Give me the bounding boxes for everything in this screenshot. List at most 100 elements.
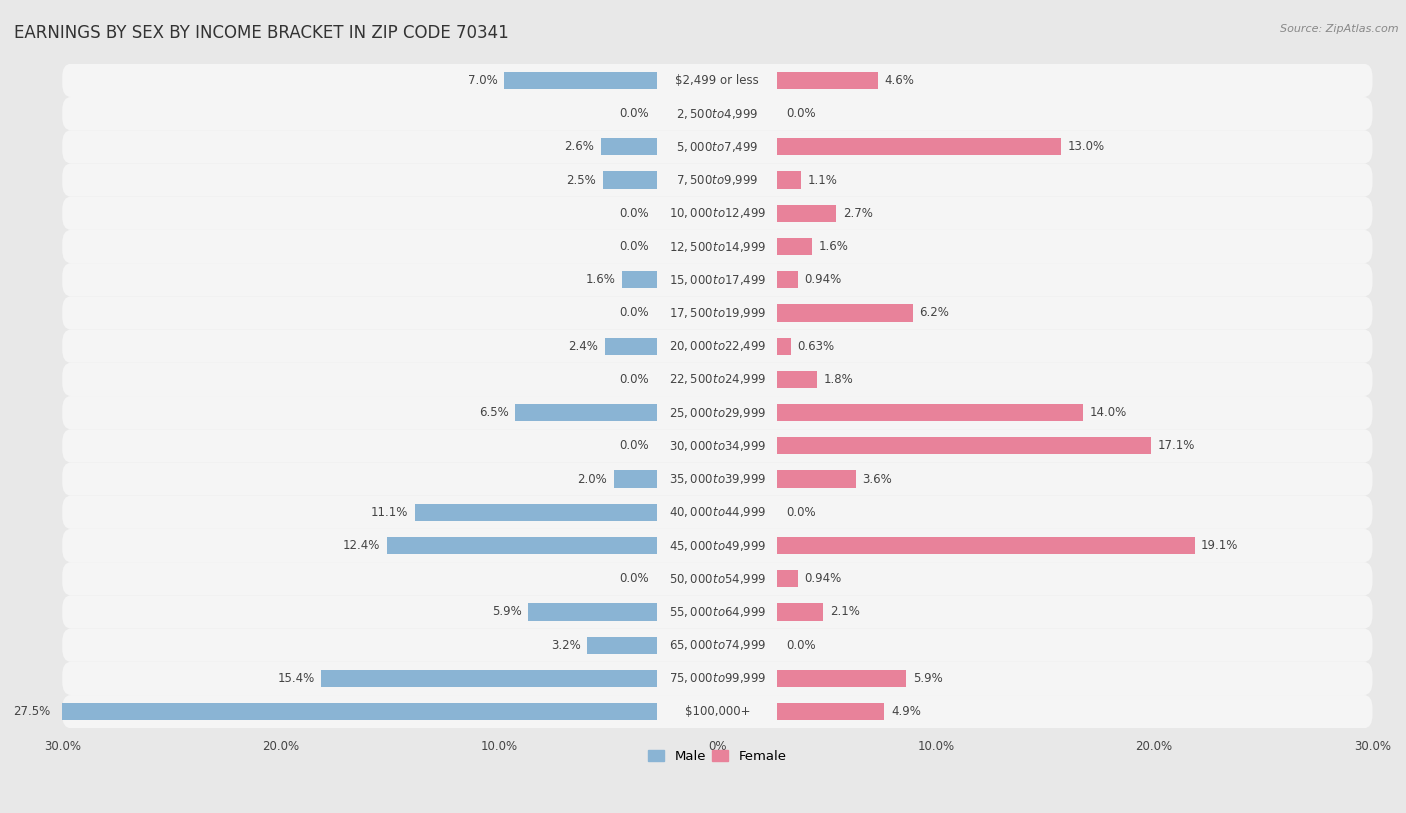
Text: 0.94%: 0.94%: [804, 572, 842, 585]
FancyBboxPatch shape: [62, 463, 1372, 496]
Bar: [603, 172, 658, 189]
Text: $25,000 to $29,999: $25,000 to $29,999: [669, 406, 766, 420]
Text: 0.0%: 0.0%: [619, 107, 648, 120]
Text: 2.5%: 2.5%: [567, 173, 596, 186]
Text: 17.1%: 17.1%: [1157, 439, 1195, 452]
Text: $50,000 to $54,999: $50,000 to $54,999: [669, 572, 766, 585]
Text: 3.6%: 3.6%: [863, 472, 893, 485]
Text: 1.6%: 1.6%: [818, 240, 849, 253]
Bar: [505, 72, 658, 89]
Text: 2.1%: 2.1%: [830, 606, 859, 619]
Bar: [778, 570, 799, 587]
Bar: [778, 337, 792, 354]
Text: 3.2%: 3.2%: [551, 639, 581, 652]
FancyBboxPatch shape: [62, 130, 1372, 163]
Text: $2,500 to $4,999: $2,500 to $4,999: [676, 107, 759, 120]
Bar: [516, 404, 658, 421]
Text: 5.9%: 5.9%: [492, 606, 522, 619]
Text: 11.1%: 11.1%: [371, 506, 408, 519]
Bar: [778, 304, 912, 322]
Text: 2.6%: 2.6%: [564, 141, 593, 154]
FancyBboxPatch shape: [62, 628, 1372, 662]
Text: 19.1%: 19.1%: [1201, 539, 1239, 552]
Text: $12,500 to $14,999: $12,500 to $14,999: [669, 240, 766, 254]
Text: 6.5%: 6.5%: [479, 406, 509, 420]
Bar: [588, 637, 658, 654]
Text: Source: ZipAtlas.com: Source: ZipAtlas.com: [1281, 24, 1399, 34]
FancyBboxPatch shape: [62, 263, 1372, 297]
Bar: [605, 337, 658, 354]
FancyBboxPatch shape: [62, 529, 1372, 562]
Text: 1.8%: 1.8%: [824, 373, 853, 386]
Text: 0.0%: 0.0%: [786, 506, 815, 519]
Text: 0.0%: 0.0%: [786, 107, 815, 120]
Bar: [778, 471, 856, 488]
Text: 12.4%: 12.4%: [343, 539, 380, 552]
Bar: [387, 537, 658, 554]
Text: 0.0%: 0.0%: [619, 207, 648, 220]
Text: 0.0%: 0.0%: [619, 240, 648, 253]
Text: 2.0%: 2.0%: [578, 472, 607, 485]
Bar: [778, 371, 817, 388]
Text: 27.5%: 27.5%: [13, 705, 51, 718]
Text: $2,499 or less: $2,499 or less: [675, 74, 759, 87]
FancyBboxPatch shape: [62, 97, 1372, 130]
Text: $40,000 to $44,999: $40,000 to $44,999: [669, 506, 766, 520]
FancyBboxPatch shape: [62, 230, 1372, 263]
Text: $30,000 to $34,999: $30,000 to $34,999: [669, 439, 766, 453]
Bar: [778, 238, 813, 255]
Text: 1.1%: 1.1%: [808, 173, 838, 186]
FancyBboxPatch shape: [62, 662, 1372, 695]
Text: 0.0%: 0.0%: [619, 307, 648, 320]
Text: $20,000 to $22,499: $20,000 to $22,499: [669, 339, 766, 353]
FancyBboxPatch shape: [62, 63, 1372, 97]
Bar: [778, 271, 799, 289]
Bar: [321, 670, 658, 687]
Text: 4.9%: 4.9%: [891, 705, 921, 718]
Text: 4.6%: 4.6%: [884, 74, 914, 87]
Bar: [600, 138, 658, 155]
Legend: Male, Female: Male, Female: [643, 745, 792, 768]
Text: 1.6%: 1.6%: [586, 273, 616, 286]
Bar: [778, 537, 1195, 554]
Text: $100,000+: $100,000+: [685, 705, 751, 718]
Text: $10,000 to $12,499: $10,000 to $12,499: [669, 207, 766, 220]
Text: $35,000 to $39,999: $35,000 to $39,999: [669, 472, 766, 486]
Bar: [778, 603, 824, 620]
Text: 0.0%: 0.0%: [786, 639, 815, 652]
FancyBboxPatch shape: [62, 429, 1372, 463]
Text: $5,000 to $7,499: $5,000 to $7,499: [676, 140, 759, 154]
Text: $17,500 to $19,999: $17,500 to $19,999: [669, 306, 766, 320]
Bar: [529, 603, 658, 620]
Text: 0.63%: 0.63%: [797, 340, 835, 353]
FancyBboxPatch shape: [62, 297, 1372, 329]
Text: $65,000 to $74,999: $65,000 to $74,999: [669, 638, 766, 652]
Text: 14.0%: 14.0%: [1090, 406, 1128, 420]
Bar: [778, 72, 877, 89]
Bar: [778, 703, 884, 720]
Text: $75,000 to $99,999: $75,000 to $99,999: [669, 672, 766, 685]
Text: $15,000 to $17,499: $15,000 to $17,499: [669, 272, 766, 287]
Text: 0.0%: 0.0%: [619, 572, 648, 585]
FancyBboxPatch shape: [62, 363, 1372, 396]
FancyBboxPatch shape: [62, 496, 1372, 529]
FancyBboxPatch shape: [62, 695, 1372, 728]
Bar: [778, 670, 907, 687]
Text: 5.9%: 5.9%: [912, 672, 942, 685]
Text: 15.4%: 15.4%: [277, 672, 315, 685]
Text: 2.4%: 2.4%: [568, 340, 599, 353]
FancyBboxPatch shape: [62, 595, 1372, 628]
Bar: [613, 471, 658, 488]
Bar: [778, 205, 837, 222]
Bar: [778, 437, 1152, 454]
Bar: [778, 138, 1062, 155]
Bar: [778, 404, 1083, 421]
Text: 13.0%: 13.0%: [1069, 141, 1105, 154]
Bar: [623, 271, 658, 289]
FancyBboxPatch shape: [62, 396, 1372, 429]
Text: 0.0%: 0.0%: [619, 373, 648, 386]
Bar: [56, 703, 658, 720]
Text: 7.0%: 7.0%: [468, 74, 498, 87]
FancyBboxPatch shape: [62, 562, 1372, 595]
Text: 2.7%: 2.7%: [844, 207, 873, 220]
